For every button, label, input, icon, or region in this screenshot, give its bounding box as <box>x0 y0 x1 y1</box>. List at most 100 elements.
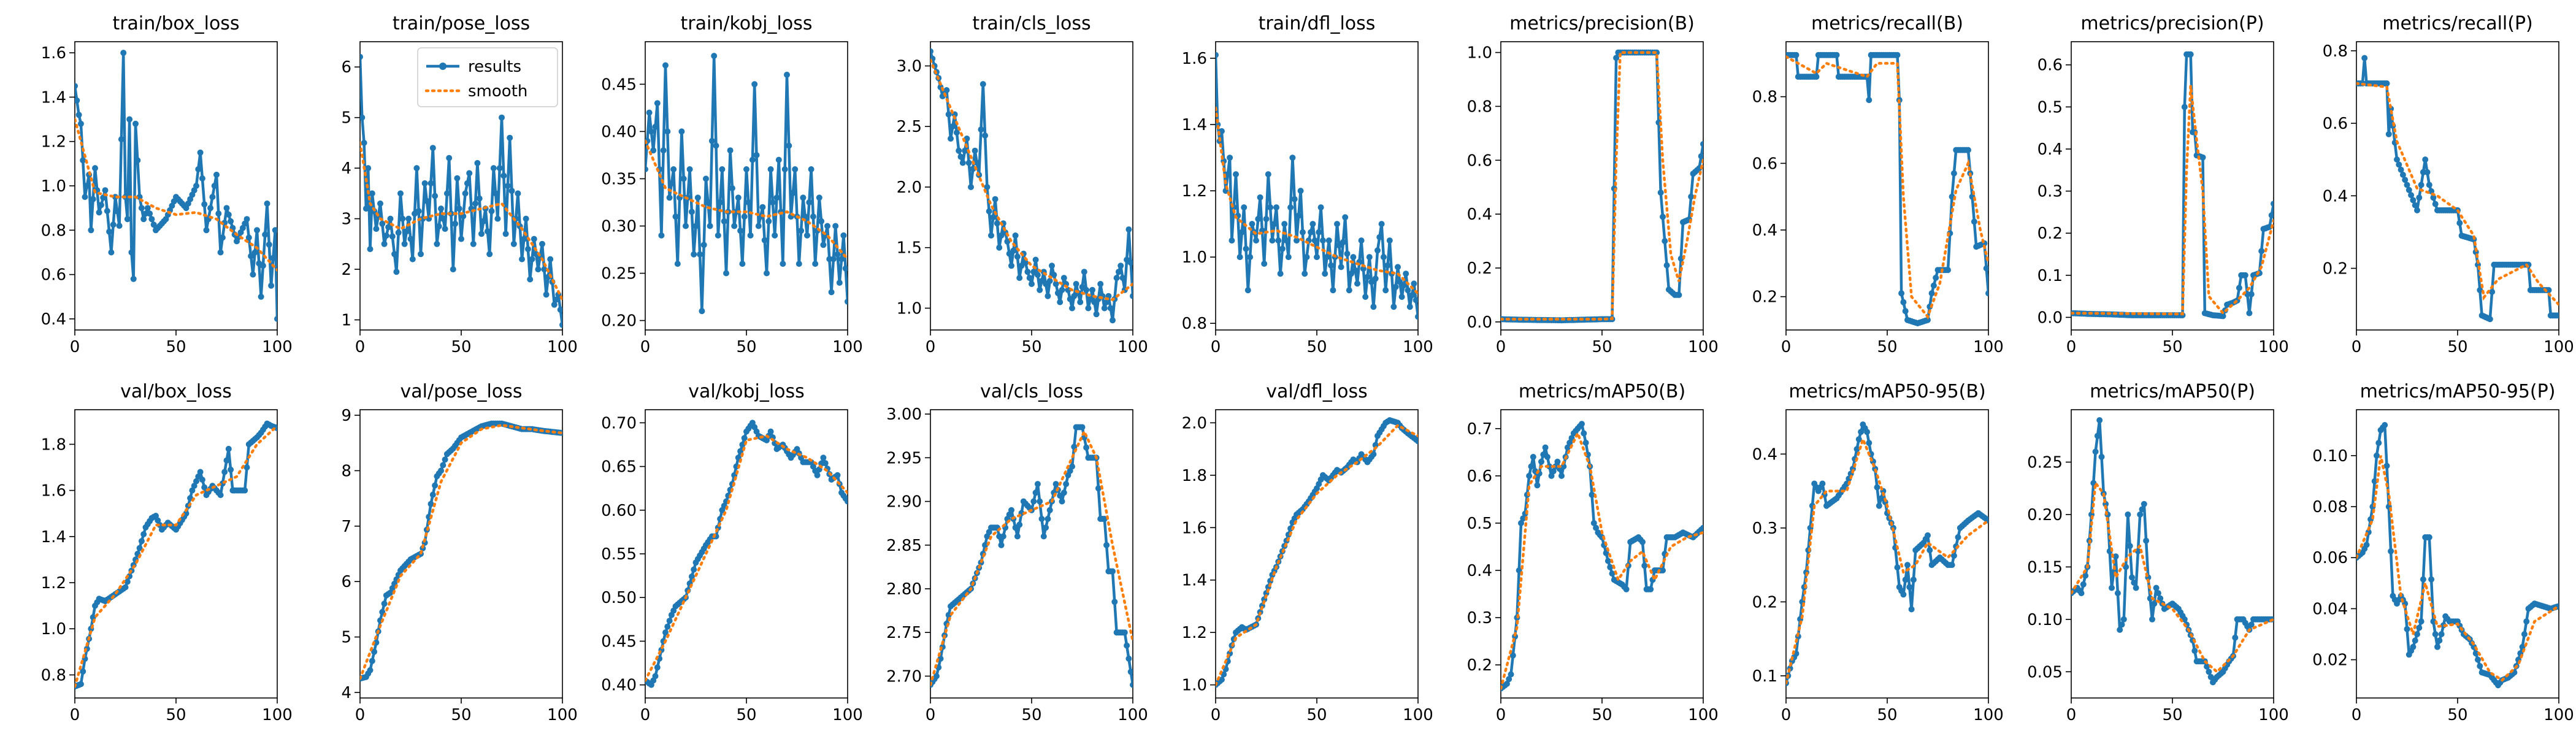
results-point <box>270 255 277 261</box>
results-point <box>1415 438 1418 445</box>
smooth-line <box>1216 423 1418 686</box>
results-point <box>1985 290 1988 297</box>
results-point <box>1392 283 1399 290</box>
axes-frame <box>1500 41 1704 331</box>
y-tick-label: 1.6 <box>1182 519 1207 537</box>
results-point <box>274 315 277 322</box>
results-point <box>1623 586 1630 592</box>
results-point <box>1045 516 1051 522</box>
results-point <box>949 123 956 130</box>
results-point <box>683 223 689 229</box>
results-point <box>1297 188 1304 194</box>
subplot-title: train/dfl_loss <box>1259 13 1376 34</box>
results-point <box>806 199 813 205</box>
results-point <box>1528 463 1535 470</box>
y-tick-label: 1.6 <box>1182 50 1207 68</box>
subplot-title: train/box_loss <box>112 13 239 34</box>
results-point <box>434 240 440 247</box>
results-point <box>496 165 503 172</box>
results-point <box>1403 270 1409 277</box>
results-point <box>421 180 428 186</box>
smooth-line <box>645 434 848 682</box>
results-point <box>389 233 396 240</box>
results-point <box>1032 256 1039 263</box>
results-point <box>1604 558 1611 564</box>
results-point <box>723 270 729 277</box>
results-point <box>666 194 673 201</box>
y-tick-label: 2.95 <box>886 449 922 467</box>
results-point <box>2414 207 2420 213</box>
results-point <box>1229 237 1235 244</box>
results-point <box>2096 417 2103 424</box>
results-point <box>2383 462 2390 469</box>
results-point <box>1560 463 1567 470</box>
results-line <box>1786 423 1988 684</box>
results-point <box>749 156 756 163</box>
results-point <box>1119 275 1126 282</box>
results-point <box>697 251 703 258</box>
results-point <box>427 500 434 507</box>
y-tick-label: 0.8 <box>41 221 66 240</box>
results-point <box>674 261 681 267</box>
results-point <box>2078 590 2085 597</box>
results-point <box>1287 204 1294 211</box>
results-point <box>658 232 665 239</box>
results-point <box>440 215 447 222</box>
results-point <box>494 215 501 222</box>
results-point <box>1509 652 1516 659</box>
results-point <box>1350 254 1357 261</box>
results-point <box>499 114 505 121</box>
results-point <box>795 261 802 267</box>
plot-area <box>930 48 1133 324</box>
y-tick-label: 2.0 <box>897 178 922 197</box>
results-point <box>102 187 109 194</box>
results-point <box>1413 297 1418 304</box>
x-tick-label: 50 <box>2162 706 2182 724</box>
results-point <box>648 128 654 135</box>
results-point <box>1037 498 1043 505</box>
results-point <box>688 209 695 215</box>
results-line <box>75 51 277 319</box>
y-tick-label: 0.2 <box>2323 259 2348 278</box>
plot-area <box>1501 49 1703 324</box>
results-point <box>2418 182 2425 188</box>
results-line <box>930 426 1133 686</box>
results-point <box>1269 237 1276 244</box>
results-point <box>217 249 224 256</box>
results-point <box>199 175 205 182</box>
results-point <box>943 87 950 93</box>
y-tick-label: 0.05 <box>2027 663 2063 681</box>
subplot-9: val/box_loss 0 50 100 0.8 1.0 1.2 1.4 1.6 1.8 <box>41 381 293 724</box>
results-point <box>92 165 98 172</box>
y-tick-label: 0.5 <box>1467 515 1492 533</box>
results-point <box>1257 194 1263 201</box>
results-point <box>1057 299 1064 305</box>
results-point <box>1400 282 1407 289</box>
results-point <box>1049 263 1055 269</box>
results-point <box>1059 498 1065 505</box>
y-tick-label: 0.8 <box>1467 98 1492 116</box>
results-point <box>745 199 752 205</box>
x-tick-label: 50 <box>2447 338 2467 356</box>
results-point <box>2153 585 2160 591</box>
results-point <box>1263 216 1270 222</box>
results-point <box>490 165 497 172</box>
results-point <box>209 194 216 201</box>
legend-results-label: results <box>468 58 521 76</box>
results-point <box>1244 287 1251 294</box>
axes-frame <box>1215 409 1419 699</box>
subplot-2: train/kobj_loss 0 50 100 0.20 0.25 0.30 0.35 0.4… <box>601 13 863 356</box>
results-point <box>381 600 388 607</box>
y-tick-label: 1.0 <box>897 299 922 318</box>
results-point <box>1008 507 1014 513</box>
results-point <box>524 246 531 253</box>
subplot-13: val/dfl_loss 0 50 100 1.0 1.2 1.4 1.6 1.8 2.0 <box>1182 381 1433 724</box>
results-point <box>144 205 151 212</box>
results-point <box>828 289 835 296</box>
results-point <box>476 195 483 202</box>
results-point <box>409 256 416 263</box>
results-point <box>1130 293 1133 299</box>
subplot-title: train/pose_loss <box>393 13 530 34</box>
results-point <box>484 228 491 235</box>
